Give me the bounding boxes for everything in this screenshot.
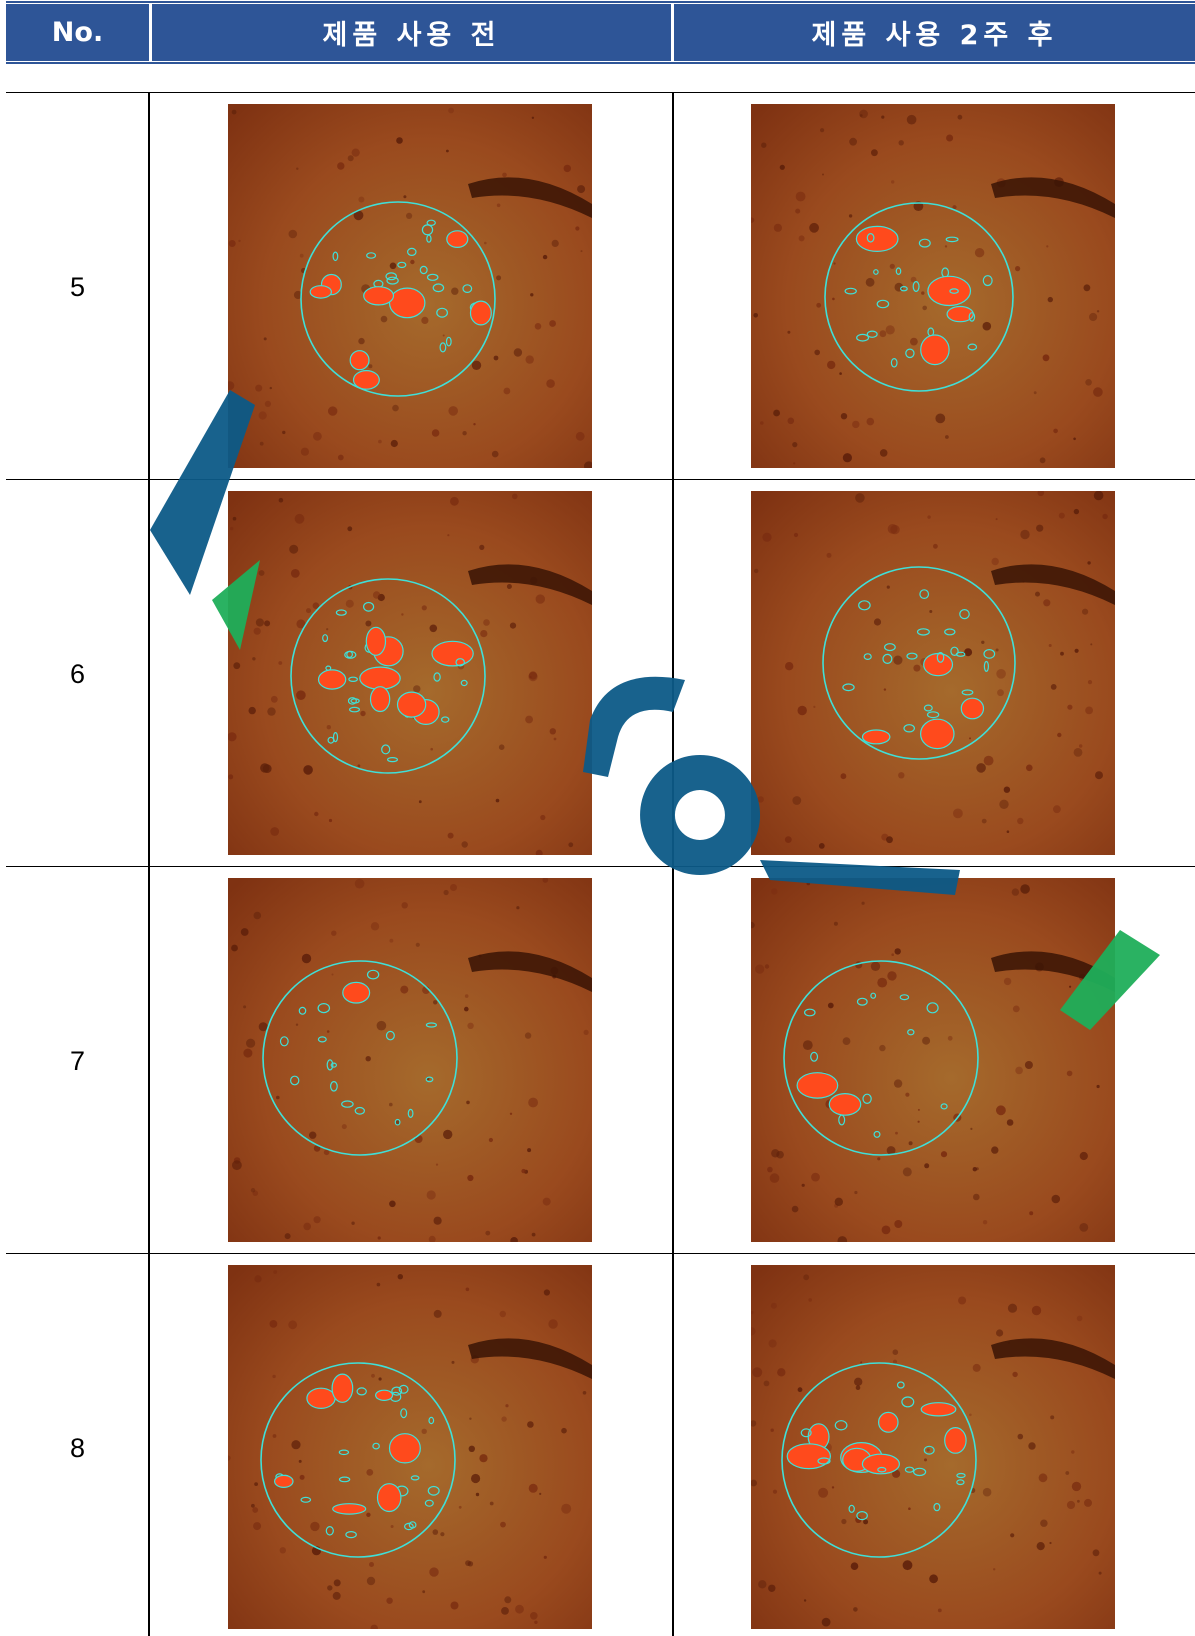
row-divider-2 (6, 866, 1195, 867)
header-after: 제품 사용 2주 후 (674, 4, 1195, 61)
row-number-5: 5 (69, 272, 86, 302)
photo-row5-before (228, 104, 592, 468)
row-number-8: 8 (69, 1433, 86, 1463)
grid-vline-2 (672, 93, 674, 1636)
header-bottom-rule (6, 62, 1195, 64)
photo-row5-after (751, 104, 1115, 468)
header-before: 제품 사용 전 (152, 4, 671, 61)
photo-row8-before (228, 1265, 592, 1629)
watermark-letter-o (640, 755, 761, 876)
watermark-letter-r (583, 676, 685, 777)
photo-row7-before (228, 878, 592, 1242)
row-number-7: 7 (69, 1046, 86, 1076)
row-divider-3 (6, 1253, 1195, 1254)
row-divider-1 (6, 479, 1195, 480)
header-divider (6, 92, 1195, 93)
photo-row6-after (751, 491, 1115, 855)
header-top-rule (6, 1, 1195, 3)
photo-row6-before (228, 491, 592, 855)
photo-row8-after (751, 1265, 1115, 1629)
photo-row7-after (751, 878, 1115, 1242)
header-no: No. (6, 4, 149, 61)
grid-vline-1 (148, 93, 150, 1636)
row-number-6: 6 (69, 659, 86, 689)
